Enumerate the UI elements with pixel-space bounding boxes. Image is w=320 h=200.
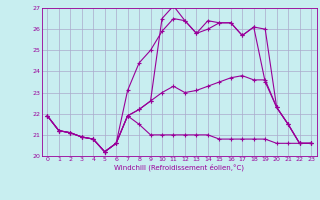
X-axis label: Windchill (Refroidissement éolien,°C): Windchill (Refroidissement éolien,°C) [114, 164, 244, 171]
